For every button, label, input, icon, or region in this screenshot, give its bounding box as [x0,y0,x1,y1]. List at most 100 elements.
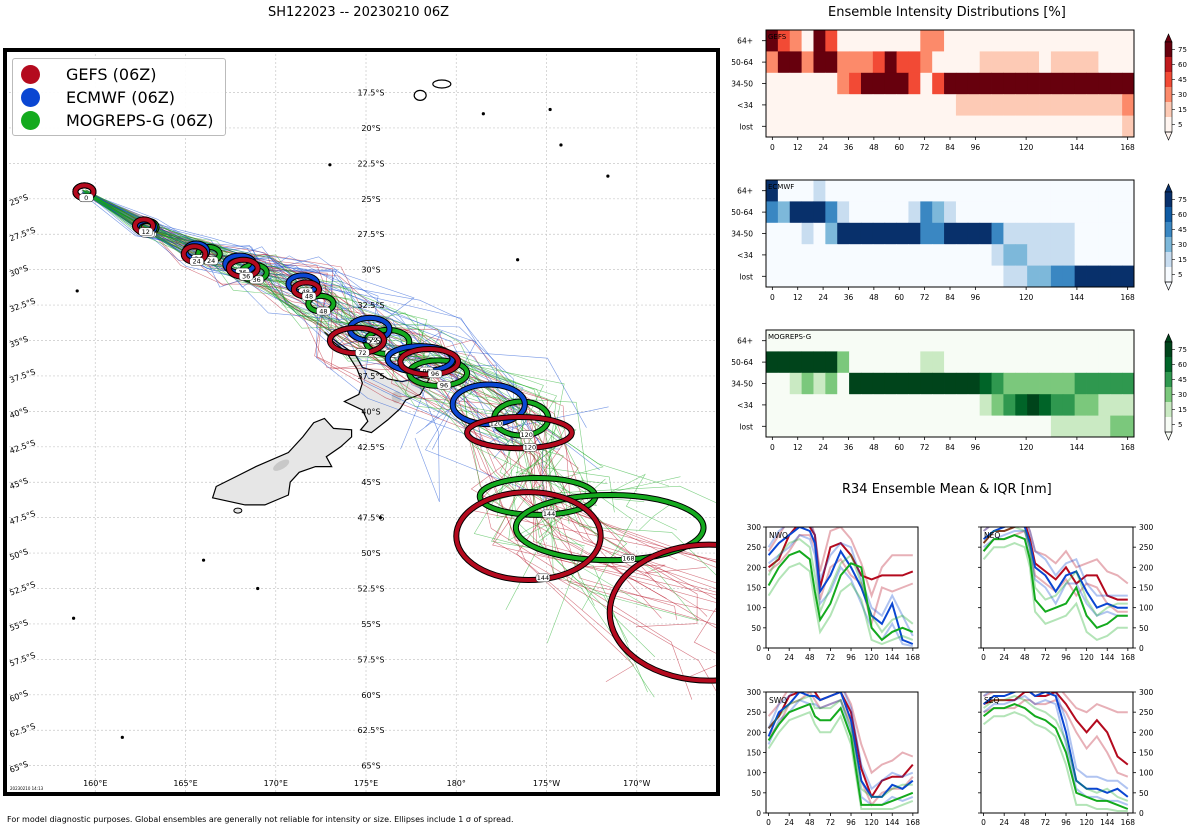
heatmap-x-tick-label: 72 [920,143,930,152]
heatmap-cell [955,72,969,95]
heatmap-cell [801,351,814,374]
heatmap-cell [1110,51,1123,74]
heatmap-cell [837,265,850,288]
heatmap-cell [801,265,814,288]
heatmap-cell [1098,415,1111,438]
heatmap-cell [908,330,921,352]
r34-x-tick-label: 24 [999,818,1009,827]
heatmap-x-tick-label: 48 [869,143,879,152]
r34-x-tick-label: 120 [1079,818,1094,827]
heatmap-row-label: 34-50 [731,380,753,389]
heatmap-cell [825,115,838,138]
r34-x-tick-label: 168 [906,818,921,827]
heatmap-cell [860,201,874,224]
heatmap-cell [979,351,992,374]
heatmap-panel-label: ECMWF [768,183,794,191]
heatmap-x-tick-label: 96 [971,293,981,302]
heatmap-cell [979,180,992,202]
heatmap-cell [801,180,814,202]
heatmap-cell [813,330,826,352]
heatmap-cell [860,180,874,202]
heatmap-cell [991,415,1004,438]
heatmap-cell [932,415,945,438]
heatmap-cell [908,372,921,395]
r34-x-tick-label: 96 [846,818,856,827]
heatmap-cell [1122,51,1135,74]
heatmap-cell [1086,394,1099,416]
r34-x-tick-label: 120 [1079,653,1094,662]
r34-x-tick-label: 24 [784,818,794,827]
heatmap-cell [1110,394,1123,416]
lat-tick-label: 27.5°S [358,230,385,239]
heatmap-cell [1039,415,1052,438]
heatmap-cell [920,351,933,374]
heatmap-cell [1086,244,1099,266]
heatmap-cell [967,244,981,266]
r34-x-tick-label: 144 [1100,653,1115,662]
r34-x-tick-label: 48 [805,818,815,827]
heatmap-cell [991,30,1004,52]
heatmap-cell [1003,222,1016,245]
heatmap-cell [837,222,850,245]
heatmap-cell [766,265,779,288]
colorbar-tick-label: 30 [1178,241,1187,249]
uncertainty-ellipse [465,415,574,451]
r34-mean-line-gefs [982,527,1128,601]
heatmap-cell [932,94,945,116]
heatmap-cell [825,244,838,266]
colorbar-tick-label: 45 [1178,226,1187,234]
heatmap-cell [813,201,826,224]
r34-y-tick-label: 100 [1139,769,1154,778]
heatmap-cell [955,394,969,416]
colorbar-tick-label: 60 [1178,211,1187,219]
heatmap-x-tick-label: 120 [1019,443,1034,452]
heatmap-cell [1039,222,1052,245]
heatmap-cell [991,201,1004,224]
heatmap-cell [955,222,969,245]
heatmap-cell [777,222,791,245]
heatmap-cell [1027,51,1040,74]
heatmap-cell [1122,394,1135,416]
heatmap-cell [991,115,1004,138]
r34-x-tick-label: 0 [766,653,771,662]
heatmap-cell [991,51,1004,74]
r34-iqr-line-gefs [983,698,1129,778]
heatmap-cell [1086,115,1099,138]
heatmap-cell [860,30,874,52]
heatmap-cell [837,244,850,266]
heatmap-x-tick-label: 48 [869,293,879,302]
heatmap-cell [789,222,803,245]
heatmap-cell [1003,330,1016,352]
colorbar-arrow-bottom [1164,281,1173,291]
heatmap-cell [813,222,826,245]
colorbar-tick-label: 60 [1178,361,1187,369]
colorbar-segment [1165,42,1172,57]
heatmap-cell [908,394,921,416]
heatmap-cell [1050,372,1064,395]
r34-y-tick-label: 200 [747,563,762,572]
heatmap-cell [801,415,814,438]
heatmap-mogreps-g: MOGREPS-G 64+ 50-64 34-50 <34 lost 0 12 24 36 48 60… [731,329,1187,452]
heatmap-cell [944,30,957,52]
heatmap-cell [766,201,779,224]
heatmap-cell [1039,180,1052,202]
heatmap-cell [1050,201,1064,224]
terrain-shading [273,459,290,471]
lat-tick-label: 62.5°S [358,726,385,735]
heatmap-cell [849,330,862,352]
heatmap-cell [884,244,897,266]
tau-label: 120 [520,431,532,439]
heatmap-cell [872,415,886,438]
heatmap-x-tick-label: 24 [818,293,828,302]
heatmap-cell [849,222,862,245]
r34-x-tick-label: 0 [766,818,771,827]
r34-mean-line-ecmwf [982,692,1129,798]
heatmap-cell [991,180,1004,202]
lat-tick-label: 30°S [361,266,380,275]
heatmap-cell [825,415,838,438]
heatmap-cell [932,51,945,74]
colorbar-tick-label: 45 [1178,376,1187,384]
heatmap-cell [1015,265,1028,288]
tau-label: 0 [84,194,88,202]
heatmap-cell [801,115,814,138]
